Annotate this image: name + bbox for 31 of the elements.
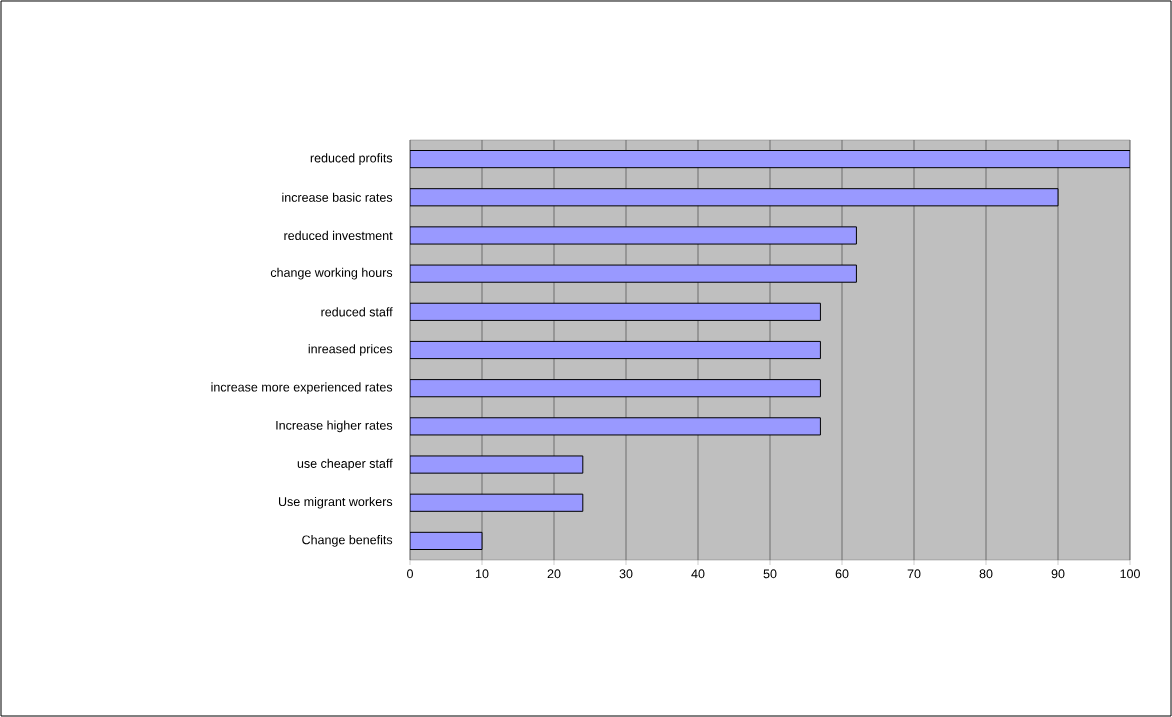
y-tick-label: reduced profits xyxy=(310,153,393,165)
bar xyxy=(410,531,483,550)
bar xyxy=(410,417,821,436)
x-tick-label: 20 xyxy=(547,569,561,579)
bar xyxy=(410,264,857,283)
x-tick-label: 100 xyxy=(1120,569,1140,579)
bar xyxy=(410,188,1059,207)
x-tick-label: 90 xyxy=(1051,569,1065,579)
y-tick-label: Increase higher rates xyxy=(276,420,393,433)
bar xyxy=(410,150,1131,169)
y-tick-label: inreased prices xyxy=(308,344,393,356)
y-tick-label: use cheaper staff xyxy=(297,458,393,471)
y-tick-label: Use migrant workers xyxy=(278,496,393,509)
x-tick-label: 40 xyxy=(691,569,705,579)
y-tick-label: reduced investment xyxy=(284,230,393,241)
bar xyxy=(410,493,584,512)
x-tick-label: 50 xyxy=(763,569,777,579)
bar xyxy=(410,379,821,398)
x-tick-label: 70 xyxy=(907,569,921,579)
y-tick-label: increase basic rates xyxy=(282,192,393,202)
x-tick-label: 80 xyxy=(979,569,993,579)
x-tick-label: 10 xyxy=(476,569,489,579)
y-tick-label: reduced staff xyxy=(321,307,393,317)
x-tick-label: 30 xyxy=(619,569,633,579)
y-tick-label: Change benefits xyxy=(302,535,393,547)
y-tick-label: increase more experienced rates xyxy=(211,382,393,395)
bar xyxy=(410,302,821,321)
y-tick-label: change working hours xyxy=(270,267,393,280)
bar xyxy=(410,340,821,360)
x-tick-label: 60 xyxy=(835,569,849,579)
x-tick-label: 0 xyxy=(407,569,413,579)
